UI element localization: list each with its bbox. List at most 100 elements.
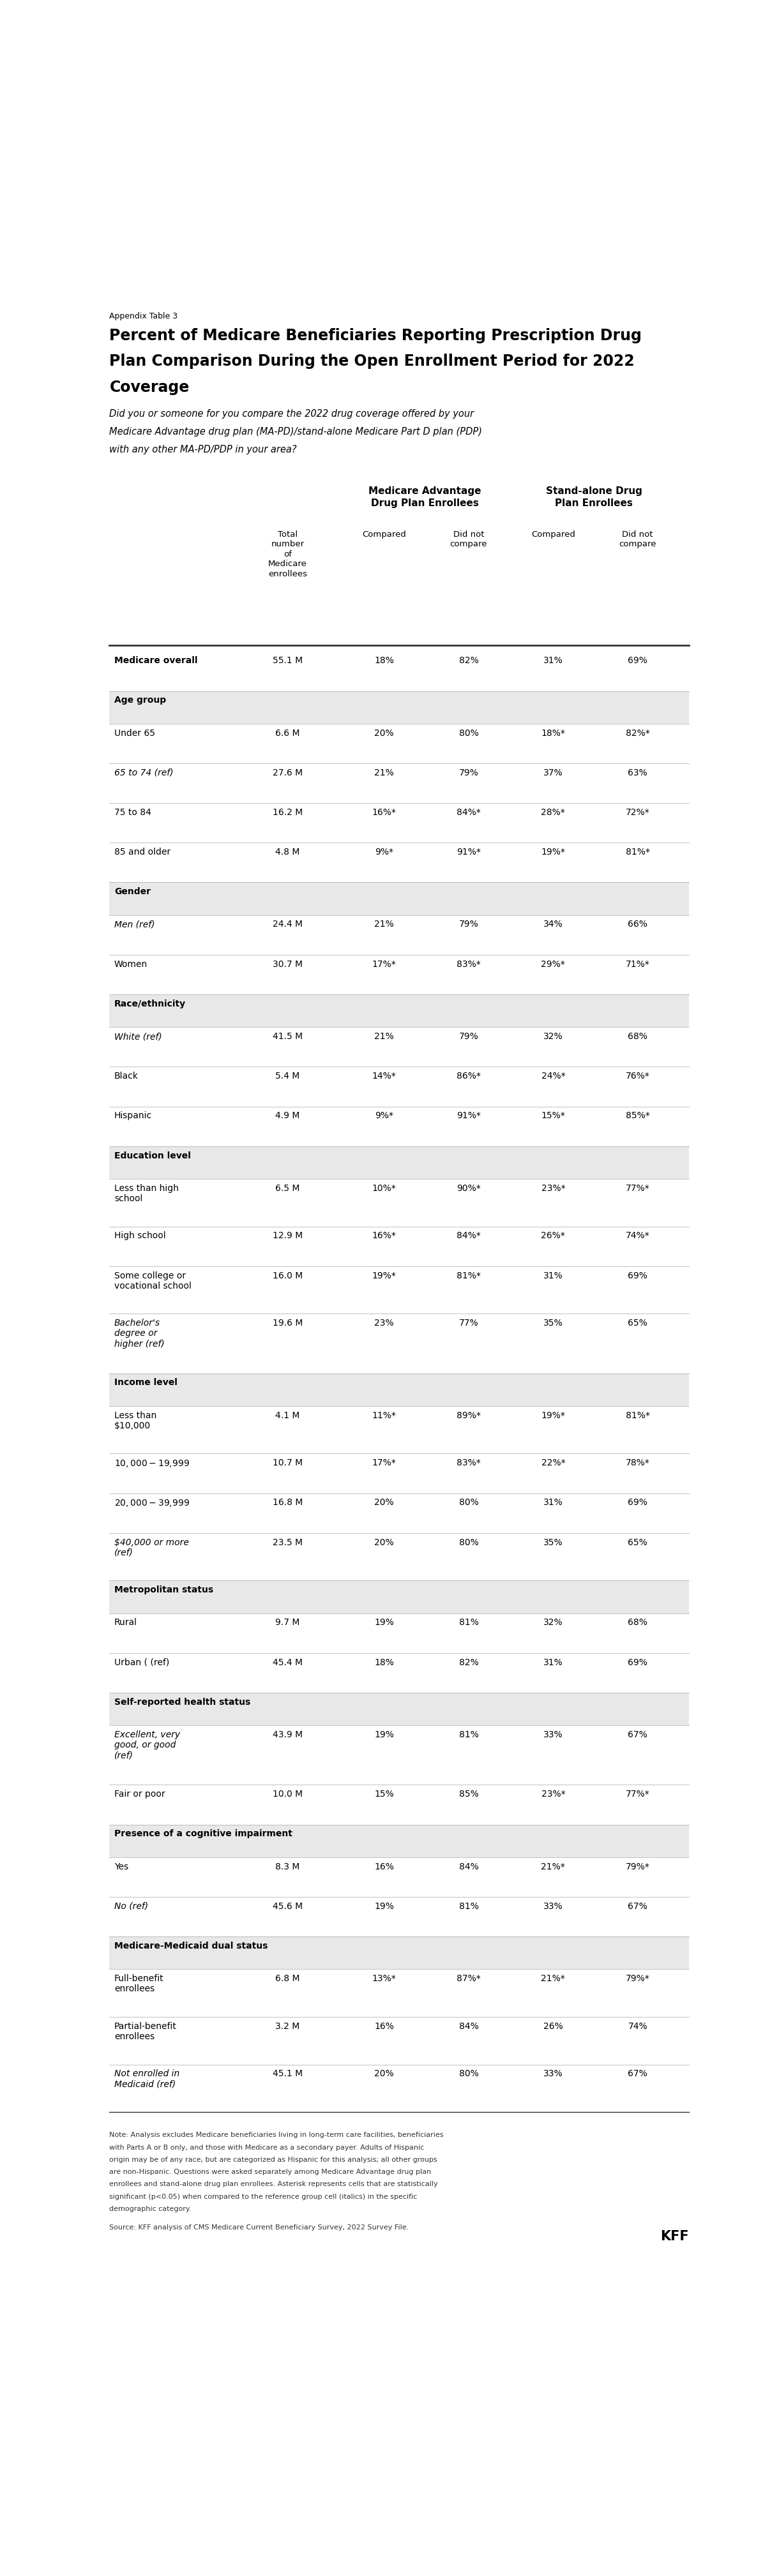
Text: 80%: 80%: [459, 729, 478, 737]
Text: 80%: 80%: [459, 1499, 478, 1507]
Text: 77%*: 77%*: [626, 1790, 650, 1798]
Text: 81%*: 81%*: [626, 1412, 650, 1419]
Text: Black: Black: [115, 1072, 139, 1082]
Text: 81%*: 81%*: [626, 848, 650, 858]
Text: 32%: 32%: [544, 1033, 563, 1041]
Text: 6.8 M: 6.8 M: [275, 1973, 300, 1984]
Text: 17%*: 17%*: [372, 961, 397, 969]
Text: 21%: 21%: [375, 920, 394, 930]
Text: 32%: 32%: [544, 1618, 563, 1628]
Text: 21%: 21%: [375, 1033, 394, 1041]
Bar: [109, 1692, 689, 1726]
Text: 71%*: 71%*: [626, 961, 650, 969]
Text: 11%*: 11%*: [372, 1412, 397, 1419]
Text: 22%*: 22%*: [541, 1458, 566, 1468]
Text: 18%*: 18%*: [541, 729, 566, 737]
Text: Age group: Age group: [115, 696, 166, 706]
Text: 37%: 37%: [544, 768, 563, 778]
Text: 21%*: 21%*: [541, 1862, 566, 1870]
Text: Percent of Medicare Beneficiaries Reporting Prescription Drug: Percent of Medicare Beneficiaries Report…: [109, 327, 642, 343]
Text: 65%: 65%: [628, 1319, 647, 1327]
Text: 21%*: 21%*: [541, 1973, 566, 1984]
Text: $10,000-$19,999: $10,000-$19,999: [115, 1458, 189, 1468]
Text: 45.6 M: 45.6 M: [273, 1901, 302, 1911]
Text: 28%*: 28%*: [541, 809, 566, 817]
Text: 66%: 66%: [628, 920, 647, 930]
Text: Total
number
of
Medicare
enrollees: Total number of Medicare enrollees: [268, 531, 307, 577]
Text: 77%*: 77%*: [626, 1185, 650, 1193]
Text: Rural: Rural: [115, 1618, 137, 1628]
Text: 81%*: 81%*: [456, 1270, 481, 1280]
Text: Bachelor's
degree or
higher (ref): Bachelor's degree or higher (ref): [115, 1319, 164, 1347]
Text: No (ref): No (ref): [115, 1901, 148, 1911]
Text: 74%*: 74%*: [626, 1231, 650, 1242]
Text: Gender: Gender: [115, 886, 150, 896]
Text: 24%*: 24%*: [541, 1072, 566, 1082]
Text: 20%: 20%: [375, 1499, 394, 1507]
Text: 4.8 M: 4.8 M: [275, 848, 300, 858]
Text: 74%: 74%: [628, 2022, 647, 2030]
Text: 84%*: 84%*: [456, 1231, 481, 1242]
Text: 8.3 M: 8.3 M: [275, 1862, 300, 1870]
Text: 79%*: 79%*: [626, 1862, 650, 1870]
Text: with Parts A or B only, and those with Medicare as a secondary payer. Adults of : with Parts A or B only, and those with M…: [109, 2143, 425, 2151]
Text: 20%: 20%: [375, 2069, 394, 2079]
Text: 9.7 M: 9.7 M: [275, 1618, 300, 1628]
Text: 72%*: 72%*: [626, 809, 650, 817]
Text: Excellent, very
good, or good
(ref): Excellent, very good, or good (ref): [115, 1731, 180, 1759]
Text: 81%: 81%: [459, 1731, 478, 1739]
Text: 17%*: 17%*: [372, 1458, 397, 1468]
Text: Less than high
school: Less than high school: [115, 1185, 178, 1203]
Text: Stand-alone Drug
Plan Enrollees: Stand-alone Drug Plan Enrollees: [546, 487, 642, 507]
Text: 12.9 M: 12.9 M: [273, 1231, 302, 1242]
Text: 91%*: 91%*: [456, 848, 481, 858]
Text: origin may be of any race, but are categorized as Hispanic for this analysis; al: origin may be of any race, but are categ…: [109, 2156, 438, 2164]
Text: Hispanic: Hispanic: [115, 1110, 152, 1121]
Text: are non-Hispanic. Questions were asked separately among Medicare Advantage drug : are non-Hispanic. Questions were asked s…: [109, 2169, 432, 2174]
Text: 5.4 M: 5.4 M: [275, 1072, 300, 1082]
Text: 76%*: 76%*: [626, 1072, 650, 1082]
Text: 45.4 M: 45.4 M: [273, 1659, 302, 1667]
Text: 78%*: 78%*: [626, 1458, 650, 1468]
Text: 16.8 M: 16.8 M: [273, 1499, 303, 1507]
Text: 9%*: 9%*: [375, 1110, 393, 1121]
Text: 65 to 74 (ref): 65 to 74 (ref): [115, 768, 174, 778]
Text: 43.9 M: 43.9 M: [273, 1731, 302, 1739]
Text: High school: High school: [115, 1231, 166, 1242]
Bar: [109, 1937, 689, 1968]
Text: 69%: 69%: [628, 1270, 647, 1280]
Text: Presence of a cognitive impairment: Presence of a cognitive impairment: [115, 1829, 292, 1839]
Text: 79%: 79%: [459, 768, 478, 778]
Text: 30.7 M: 30.7 M: [273, 961, 302, 969]
Text: Medicare Advantage
Drug Plan Enrollees: Medicare Advantage Drug Plan Enrollees: [368, 487, 481, 507]
Text: 81%: 81%: [459, 1901, 478, 1911]
Text: 55.1 M: 55.1 M: [273, 657, 302, 665]
Text: 16%: 16%: [374, 2022, 394, 2030]
Text: 69%: 69%: [628, 1499, 647, 1507]
Text: 75 to 84: 75 to 84: [115, 809, 151, 817]
Text: Compared: Compared: [362, 531, 406, 538]
Text: 35%: 35%: [544, 1319, 563, 1327]
Text: 19%: 19%: [374, 1618, 394, 1628]
Text: 67%: 67%: [628, 1901, 647, 1911]
Text: KFF: KFF: [661, 2231, 689, 2244]
Text: 19%: 19%: [374, 1731, 394, 1739]
Text: 80%: 80%: [459, 2069, 478, 2079]
Text: 68%: 68%: [628, 1618, 647, 1628]
Text: 31%: 31%: [544, 1499, 563, 1507]
Text: 14%*: 14%*: [372, 1072, 397, 1082]
Text: Full-benefit
enrollees: Full-benefit enrollees: [115, 1973, 164, 1994]
Text: 91%*: 91%*: [456, 1110, 481, 1121]
Text: 41.5 M: 41.5 M: [273, 1033, 302, 1041]
Text: 16.0 M: 16.0 M: [273, 1270, 302, 1280]
Text: 10.7 M: 10.7 M: [273, 1458, 302, 1468]
Text: 33%: 33%: [544, 1731, 563, 1739]
Text: 45.1 M: 45.1 M: [273, 2069, 302, 2079]
Bar: [109, 690, 689, 724]
Text: significant (p<0.05) when compared to the reference group cell (italics) in the : significant (p<0.05) when compared to th…: [109, 2195, 418, 2200]
Text: 67%: 67%: [628, 1731, 647, 1739]
Bar: [109, 994, 689, 1028]
Text: Medicare Advantage drug plan (MA-PD)/stand-alone Medicare Part D plan (PDP): Medicare Advantage drug plan (MA-PD)/sta…: [109, 428, 482, 438]
Text: Income level: Income level: [115, 1378, 178, 1386]
Text: Did not
compare: Did not compare: [619, 531, 657, 549]
